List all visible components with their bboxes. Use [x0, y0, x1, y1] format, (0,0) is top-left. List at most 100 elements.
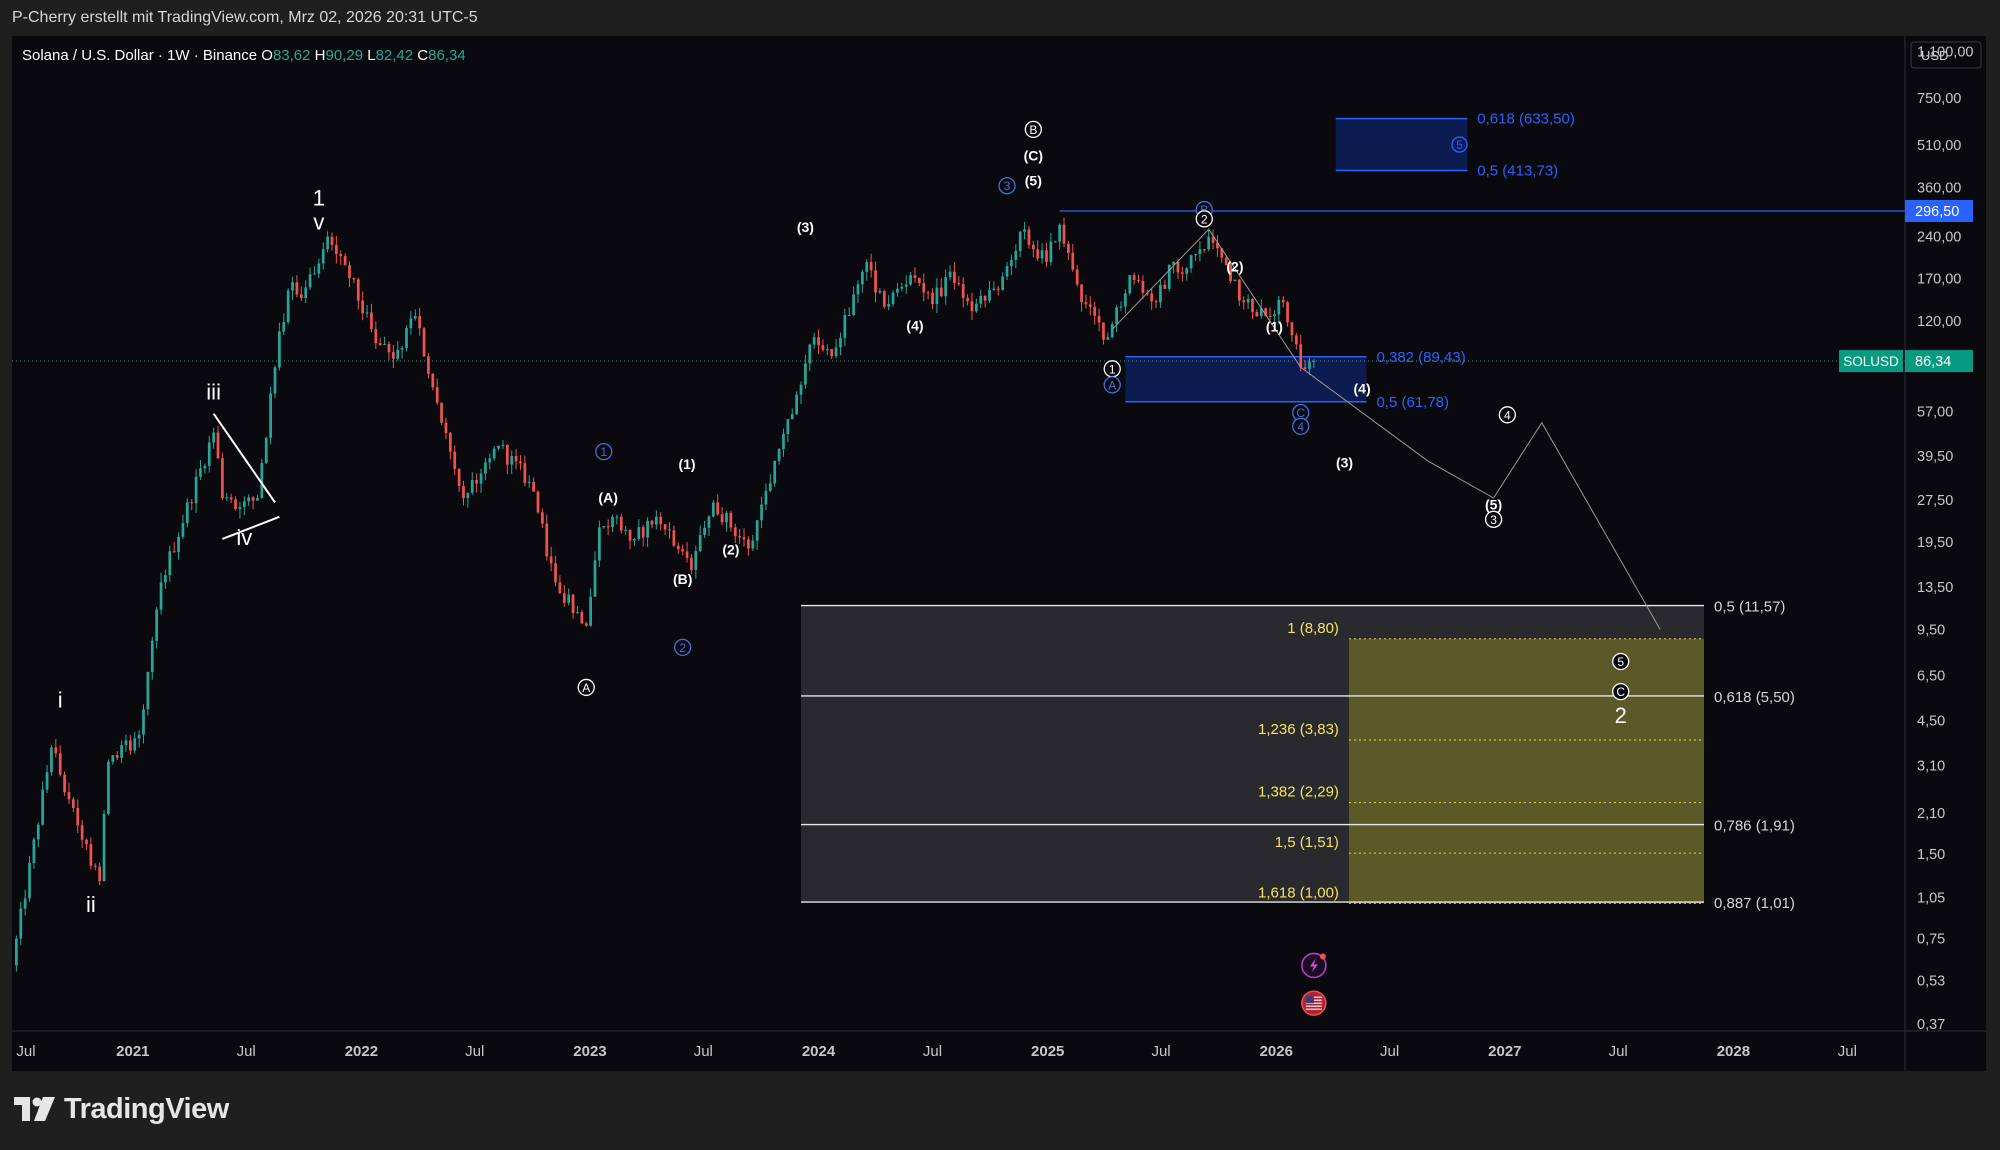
us-flag-icon[interactable]	[1301, 990, 1327, 1016]
currency-selector[interactable]	[1910, 41, 1982, 69]
candle-body	[562, 593, 566, 603]
candle-body	[413, 316, 417, 319]
ohlc-value-l: 82,42	[376, 47, 418, 64]
candle-body	[1141, 281, 1145, 293]
earnings-flash-icon[interactable]	[1301, 952, 1327, 979]
resistance-level-badge-text: 296,50	[1915, 204, 1959, 220]
candle-body	[1299, 344, 1303, 368]
candle-body	[256, 498, 259, 501]
candle-body	[703, 527, 706, 536]
candle-body	[137, 734, 141, 739]
candle-body	[786, 419, 790, 434]
wave-label: 2	[1615, 703, 1627, 728]
flash-bolt	[1309, 958, 1318, 973]
candle-body	[821, 345, 825, 350]
candle-body	[1119, 306, 1123, 308]
plot-area: 51viiiiviii(C)(5)(3)(4)(2)(1)(4)(3)(5)(A…	[12, 117, 1905, 972]
wave-label: (C)	[1024, 147, 1043, 163]
candle-body	[694, 550, 698, 570]
candle-body	[488, 458, 492, 463]
candle-body	[720, 514, 724, 523]
candle-body	[1102, 322, 1105, 340]
candle-body	[111, 755, 115, 762]
candle-body	[1124, 293, 1127, 307]
candle-body	[1216, 242, 1219, 249]
candle-body	[58, 753, 62, 775]
price-axis-tick: 0,53	[1917, 974, 1945, 990]
wave-circle-label	[1484, 510, 1503, 528]
candle-body	[773, 460, 777, 484]
candle-body	[633, 538, 636, 541]
wave-label: iii	[206, 379, 221, 404]
time-axis-tick: Jul	[237, 1043, 256, 1060]
symbol-badge-text: SOLUSD	[1843, 354, 1899, 369]
candle-body	[63, 774, 66, 793]
chart-frame[interactable]: 5 1 v iii iv i ii (C) (5) (3) (4) (2) (1) (4) (3) (5) (A…	[12, 36, 1986, 1071]
time-axis-tick: 2027	[1488, 1043, 1521, 1060]
candle-body	[961, 284, 965, 299]
candle-body	[155, 609, 159, 641]
candle-body	[1251, 299, 1254, 313]
candle-body	[935, 287, 939, 305]
ohlc-value-o: 83,62	[273, 47, 315, 64]
fib-extension-box	[1348, 638, 1704, 904]
candle-body	[164, 575, 167, 583]
candle-body	[348, 265, 351, 278]
time-axis-tick: 2024	[802, 1043, 836, 1060]
candle-body	[970, 301, 974, 312]
candle-body	[356, 279, 360, 301]
candle-body	[1211, 236, 1215, 243]
candle-body	[843, 315, 847, 338]
candle-body	[676, 545, 680, 550]
candle-body	[729, 512, 733, 528]
candle-body	[308, 274, 312, 288]
candle-body	[405, 328, 408, 349]
candle-body	[50, 747, 53, 773]
wave-label: ii	[86, 892, 96, 917]
candle-body	[396, 349, 400, 359]
candle-body	[852, 294, 855, 315]
candle-body	[422, 328, 426, 357]
wave-label: (4)	[1354, 381, 1371, 397]
candle-body	[1255, 312, 1259, 317]
candle-body	[685, 551, 689, 558]
candle-body	[541, 512, 544, 524]
price-axis-tick: 0,75	[1917, 931, 1945, 947]
candle-body	[440, 402, 443, 423]
candle-body	[549, 556, 553, 564]
price-chart[interactable]: 51viiiiviii(C)(5)(3)(4)(2)(1)(4)(3)(5)(A…	[12, 36, 1986, 1071]
candle-body	[979, 295, 983, 304]
candle-body	[1189, 255, 1193, 269]
candle-body	[282, 322, 286, 332]
wave-label: 1	[313, 186, 325, 211]
wave-circle-label	[1612, 682, 1630, 701]
candle-body	[247, 497, 251, 502]
price-axis-tick: 1.100,00	[1917, 45, 1973, 61]
price-axis-tick: 1,05	[1917, 890, 1945, 906]
candle-body	[343, 256, 347, 266]
candle-body	[1229, 265, 1232, 282]
candle-body	[194, 476, 198, 504]
wave-circle-label	[1103, 376, 1121, 394]
candle-body	[378, 343, 382, 345]
wave-circle-label	[1024, 120, 1042, 139]
candle-body	[1062, 224, 1066, 244]
candle-body	[54, 747, 58, 754]
candle-body	[874, 270, 877, 293]
candle-body	[953, 271, 956, 284]
symbol-badge	[1839, 350, 1903, 373]
wave-circle-text: 2	[1201, 212, 1208, 226]
candle-body	[918, 277, 921, 284]
candle-body	[655, 516, 658, 525]
candle-body	[67, 792, 71, 800]
candle-body	[448, 433, 452, 452]
candle-body	[922, 283, 926, 293]
candle-body	[339, 254, 343, 257]
candle-body	[1075, 269, 1079, 285]
candle-body	[1018, 231, 1022, 251]
candle-body	[663, 524, 667, 530]
flag-canton	[1305, 996, 1314, 1004]
candle-body	[1097, 315, 1101, 323]
candle-body	[199, 468, 202, 477]
candle-body	[484, 462, 487, 474]
